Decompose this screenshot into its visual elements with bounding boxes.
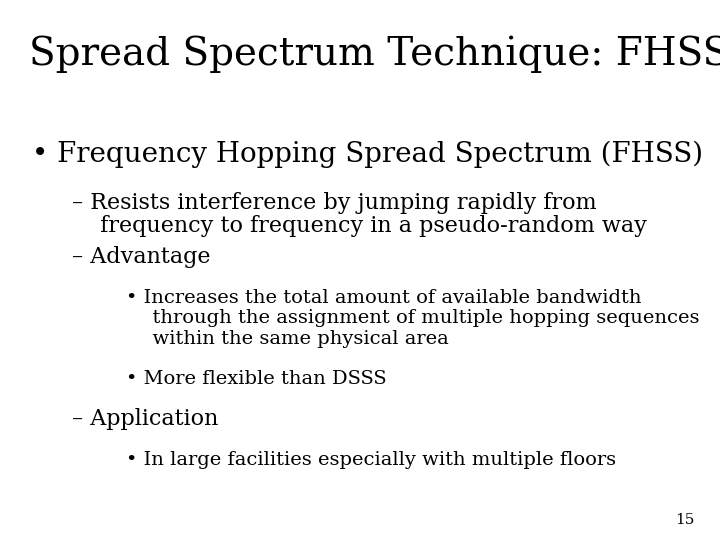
Text: – Advantage: – Advantage: [72, 246, 210, 268]
Text: through the assignment of multiple hopping sequences: through the assignment of multiple hoppi…: [140, 309, 700, 327]
Text: 15: 15: [675, 512, 695, 526]
Text: • Frequency Hopping Spread Spectrum (FHSS): • Frequency Hopping Spread Spectrum (FHS…: [32, 140, 703, 168]
Text: – Resists interference by jumping rapidly from: – Resists interference by jumping rapidl…: [72, 192, 597, 214]
Text: – Application: – Application: [72, 408, 218, 430]
Text: • More flexible than DSSS: • More flexible than DSSS: [126, 370, 387, 388]
Text: frequency to frequency in a pseudo-random way: frequency to frequency in a pseudo-rando…: [86, 215, 647, 237]
Text: within the same physical area: within the same physical area: [140, 329, 449, 348]
Text: • Increases the total amount of available bandwidth: • Increases the total amount of availabl…: [126, 289, 642, 307]
Text: Spread Spectrum Technique: FHSS: Spread Spectrum Technique: FHSS: [29, 35, 720, 72]
Text: • In large facilities especially with multiple floors: • In large facilities especially with mu…: [126, 451, 616, 469]
